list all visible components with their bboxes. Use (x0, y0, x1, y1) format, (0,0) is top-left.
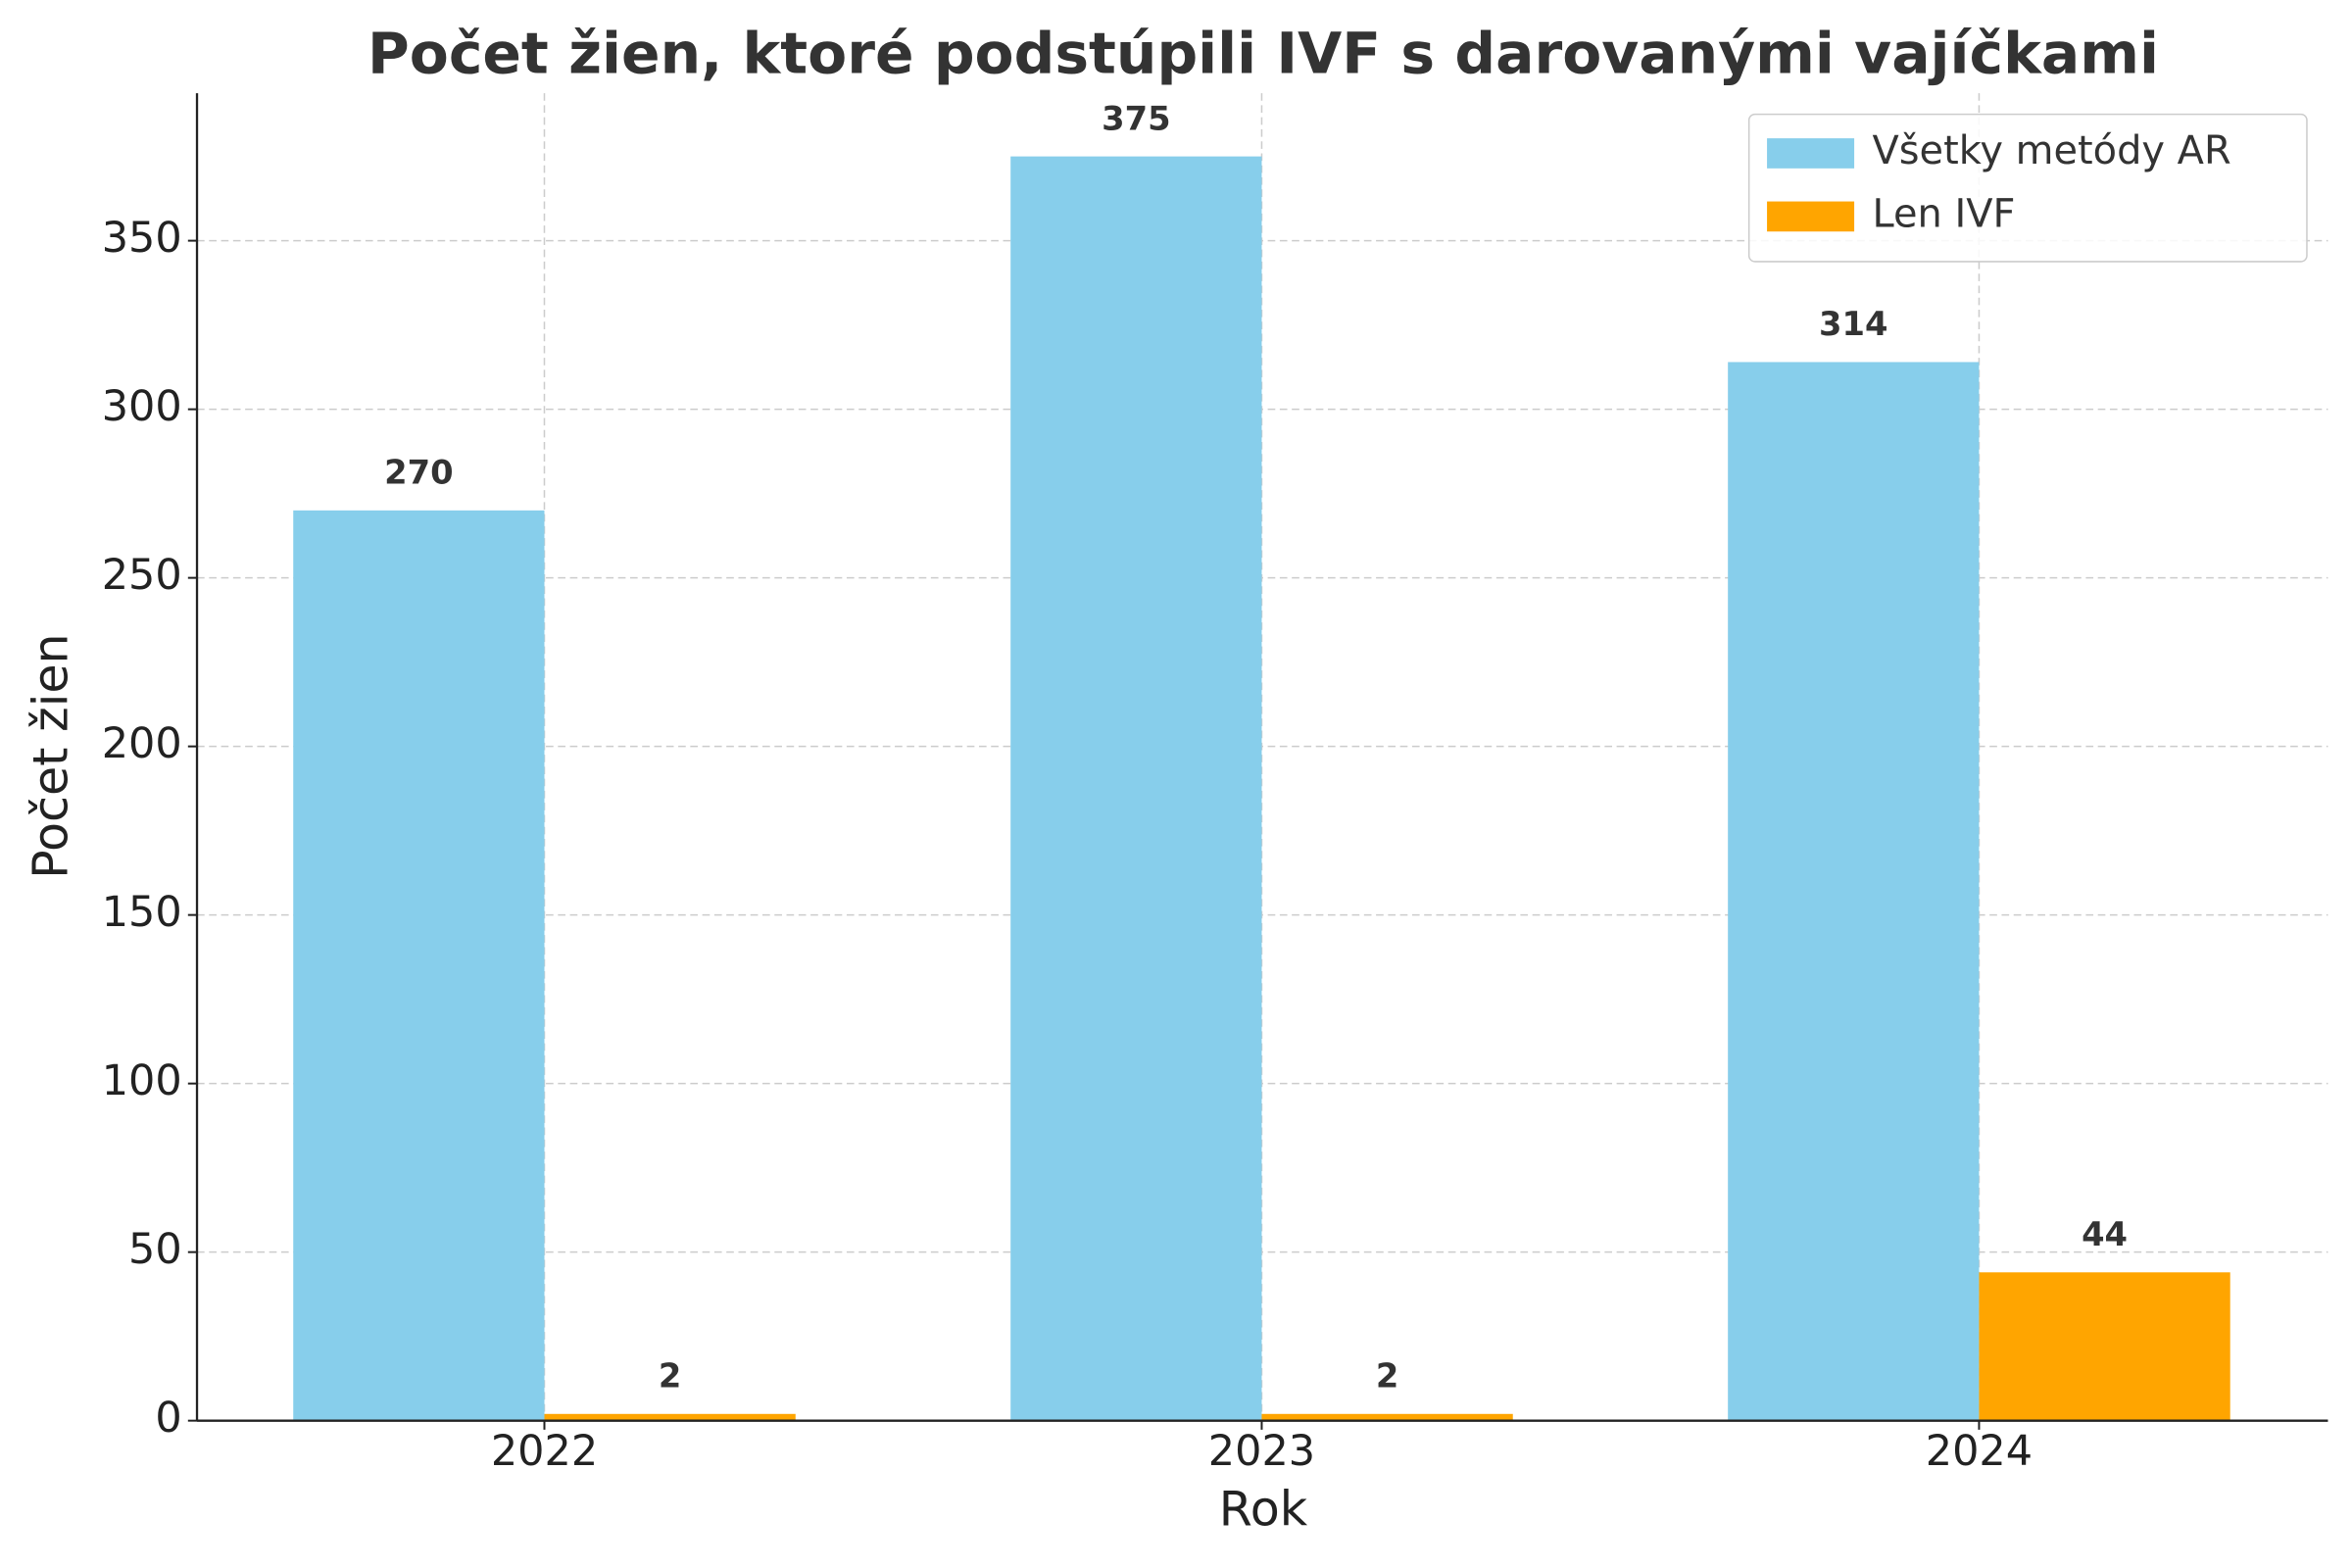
y-tick-label: 250 (102, 551, 182, 600)
legend: Všetky metódy AR Len IVF (1747, 113, 2308, 263)
x-tick-label: 2023 (1208, 1427, 1315, 1476)
legend-label: Len IVF (1872, 191, 2015, 236)
y-tick-label: 200 (102, 719, 182, 768)
y-tick-label: 350 (102, 214, 182, 263)
bar (1010, 156, 1262, 1421)
data-label: 314 (1819, 305, 1887, 343)
bar (1979, 1272, 2230, 1421)
y-tick-label: 150 (102, 888, 182, 937)
y-axis-label: Počet žien (23, 633, 79, 879)
bar (1261, 1413, 1513, 1421)
data-label: 44 (2082, 1215, 2128, 1253)
data-label: 2 (1376, 1356, 1398, 1395)
legend-swatch (1767, 138, 1855, 169)
y-tick-label: 300 (102, 382, 182, 431)
legend-frame (1747, 113, 2308, 263)
bar (544, 1413, 796, 1421)
x-axis-label: Rok (1219, 1481, 1308, 1538)
y-tick-label: 0 (155, 1394, 181, 1443)
data-label: 375 (1102, 99, 1170, 137)
data-label: 270 (384, 454, 453, 492)
legend-swatch (1767, 201, 1855, 232)
bar (293, 510, 545, 1421)
chart-title: Počet žien, ktoré podstúpili IVF s darov… (368, 20, 2159, 86)
legend-label: Všetky metódy AR (1872, 128, 2230, 173)
bar (1728, 362, 1980, 1421)
x-tick-label: 2022 (491, 1427, 598, 1476)
data-label: 2 (659, 1356, 681, 1395)
y-tick-label: 100 (102, 1056, 182, 1105)
y-tick-label: 50 (128, 1225, 182, 1274)
x-tick-label: 2024 (1926, 1427, 2033, 1476)
